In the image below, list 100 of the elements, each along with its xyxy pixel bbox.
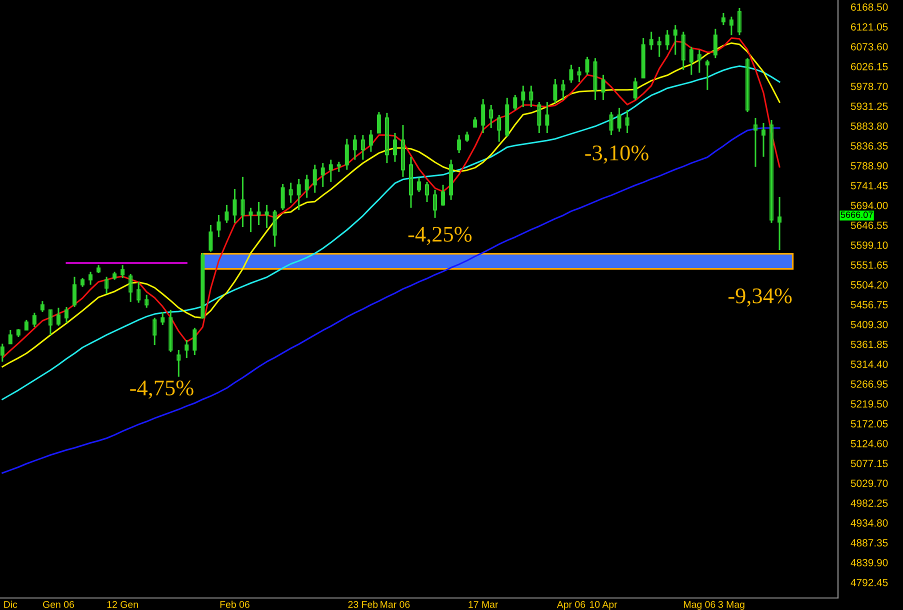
candlestick [64,306,68,324]
candlestick [272,209,277,248]
y-tick-label: 5124.60 [850,440,888,448]
candlestick [657,36,662,58]
candlestick [384,112,389,164]
candlestick [8,329,12,345]
candlestick [665,29,670,51]
x-tick-label: Dic [4,600,18,608]
y-tick-label: 5361.85 [850,340,888,348]
candlestick [88,271,93,286]
annotation: -4,75% [130,380,194,399]
y-tick-label: 5599.10 [850,242,888,249]
x-tick-label: 3 Mag [718,601,744,610]
candlestick [184,339,189,359]
candlestick [569,64,574,84]
y-tick-label: 5172.05 [850,420,888,428]
y-tick-label: 5029.70 [850,480,888,487]
y-tick-label: 4982.25 [850,499,888,507]
candlestick [168,309,173,353]
candlestick [537,101,542,134]
candlestick [713,28,718,59]
text: 5666.07 [840,212,873,218]
candlestick [433,189,438,219]
candlestick [770,119,774,224]
candlestick [296,178,301,211]
candlestick [136,281,141,304]
candlestick [328,158,333,183]
candlestick [264,204,269,229]
y-tick-label: 4887.35 [850,539,888,547]
candlestick [617,107,622,132]
x-tick-label: Feb 06 [220,600,250,608]
y-tick-label: 5978.70 [850,82,888,90]
candlestick [408,156,413,209]
candlestick [761,122,766,158]
candlestick [673,24,678,56]
candlestick [352,134,357,161]
candlestick [561,79,566,101]
candlestick [304,174,309,199]
y-tick-label: 4839.90 [850,558,888,566]
candlestick [48,309,52,336]
candlestick [32,312,36,328]
candlestick [368,129,373,153]
y-tick-label: 5314.40 [850,360,888,368]
x-tick-label: Apr 06 [556,601,586,610]
candlestick [553,78,558,104]
candlestick [601,74,606,101]
candlestick [625,109,630,134]
y-tick-label: 5077.15 [850,460,888,468]
y-tick-label: 6026.15 [851,62,888,70]
y-tick-label: 5456.75 [850,301,888,308]
y-tick-label: 5931.25 [850,102,888,110]
candlestick [745,57,750,113]
candlestick [376,111,381,134]
candlestick [400,124,405,178]
candlestick [312,164,317,194]
annotation: -4,25% [408,226,472,245]
annotation: -9,34% [728,288,792,307]
y-tick-label: 5788.90 [850,162,888,170]
candlestick [280,183,285,211]
candlestick [320,162,325,188]
candlestick [176,349,181,378]
candlestick [577,66,582,83]
candlestick [0,342,4,362]
candlestick [633,77,638,101]
candlestick [753,117,758,168]
candlestick [40,300,44,313]
x-tick-label: 12 Gen [107,601,138,608]
x-tick-label: 10 Apr [590,601,618,610]
y-tick-label: 5694.00 [850,202,888,210]
y-tick-label: 5741.45 [850,182,888,190]
candlestick [721,12,726,26]
candlestick [729,16,734,36]
x-tick-label: 17 Mar [468,601,498,608]
candlestick [24,319,28,331]
candlestick [529,84,534,108]
candlestick [344,138,349,171]
y-tick-label: 5504.20 [850,281,888,289]
candlestick [288,182,293,204]
candlestick [778,196,782,251]
candlestick [240,176,245,228]
candlestick [232,188,237,224]
candlestick [545,101,550,134]
candlestick [513,94,518,111]
y-tick-label: 4934.80 [850,519,888,527]
candlestick [689,46,694,76]
y-tick-label: 5409.30 [850,320,888,328]
candlestick [72,276,77,308]
candlestick [120,264,125,279]
x-tick-label: Mar 06 [380,601,410,608]
y-tick-label: 6121.05 [851,23,888,31]
candlestick [104,276,109,295]
candlestick [473,116,478,128]
candlestick [256,201,261,226]
candlestick [497,114,502,143]
candlestick [56,307,60,327]
candlestick [609,111,614,136]
candlestick [489,104,494,129]
candlestick [705,59,710,91]
candlestick [144,294,149,309]
candlestick [224,204,229,224]
